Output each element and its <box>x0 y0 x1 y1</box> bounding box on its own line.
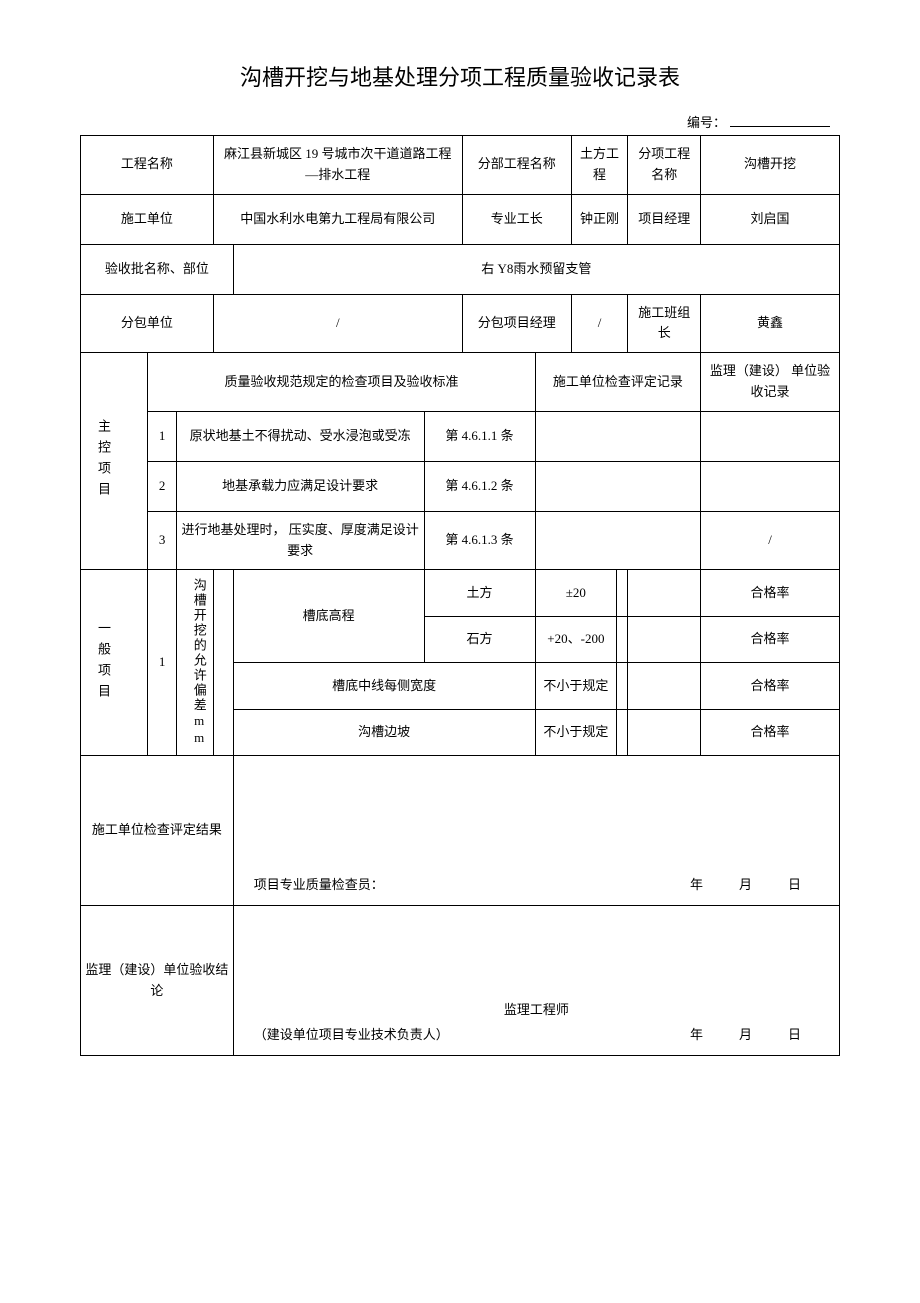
g-tol-1: ±20 <box>535 570 617 617</box>
g-c2-1 <box>628 570 701 617</box>
mc-record-3 <box>535 511 701 570</box>
mc-clause-1: 第 4.6.1.1 条 <box>424 411 535 461</box>
g-item-1: 槽底高程 <box>233 570 424 663</box>
supervision-result-label: 监理（建设）单位验收结论 <box>81 906 234 1056</box>
construction-result-label: 施工单位检查评定结果 <box>81 756 234 906</box>
document-title: 沟槽开挖与地基处理分项工程质量验收记录表 <box>80 60 840 92</box>
mc-clause-3: 第 4.6.1.3 条 <box>424 511 535 570</box>
g-result-4: 合格率 <box>701 709 840 756</box>
mc-desc-2: 地基承载力应满足设计要求 <box>176 461 424 511</box>
g-result-1: 合格率 <box>701 570 840 617</box>
acceptance-batch-label: 验收批名称、部位 <box>81 244 234 294</box>
team-leader-label: 施工班组长 <box>628 294 701 353</box>
pm: 刘启国 <box>701 194 840 244</box>
construction-record-header: 施工单位检查评定记录 <box>535 353 701 412</box>
subitem-label: 分项工程名称 <box>628 136 701 195</box>
general-empty-col <box>213 570 233 756</box>
mc-record-1 <box>535 411 701 461</box>
supervision-result-block: 监理工程师 （建设单位项目专业技术负责人） 年月日 <box>233 906 839 1056</box>
general-no: 1 <box>148 570 176 756</box>
g-tol-3: 不小于规定 <box>535 663 617 710</box>
mc-desc-1: 原状地基土不得扰动、受水浸泡或受冻 <box>176 411 424 461</box>
construction-unit-label: 施工单位 <box>81 194 214 244</box>
subcontract-pm: / <box>571 294 628 353</box>
general-label: 一般项目 <box>81 570 148 756</box>
team-leader: 黄鑫 <box>701 294 840 353</box>
g-sub-2: 石方 <box>424 616 535 663</box>
mc-no-2: 2 <box>148 461 176 511</box>
g-item-4: 沟槽边坡 <box>233 709 535 756</box>
supervision-engineer-label: 监理工程师 <box>504 1002 569 1017</box>
acceptance-batch-value: 右 Y8雨水预留支管 <box>233 244 839 294</box>
mc-clause-2: 第 4.6.1.2 条 <box>424 461 535 511</box>
supervision-engineer-sub: （建设单位项目专业技术负责人） <box>254 1025 449 1046</box>
date-1: 年月日 <box>672 875 819 896</box>
mc-no-3: 3 <box>148 511 176 570</box>
construction-unit: 中国水利水电第九工程局有限公司 <box>213 194 462 244</box>
quality-inspector-label: 项目专业质量检查员： <box>254 875 384 896</box>
g-result-2: 合格率 <box>701 616 840 663</box>
project-name-label: 工程名称 <box>81 136 214 195</box>
g-tol-2: +20、-200 <box>535 616 617 663</box>
g-c2-4 <box>628 709 701 756</box>
foreman: 钟正刚 <box>571 194 628 244</box>
subsection-label: 分部工程名称 <box>462 136 571 195</box>
mc-sup-1 <box>701 411 840 461</box>
g-tol-4: 不小于规定 <box>535 709 617 756</box>
subcontract-pm-label: 分包项目经理 <box>462 294 571 353</box>
mc-sup-3: / <box>701 511 840 570</box>
mc-record-2 <box>535 461 701 511</box>
subsection-value: 土方工程 <box>571 136 628 195</box>
mc-desc-3: 进行地基处理时， 压实度、厚度满足设计要求 <box>176 511 424 570</box>
subitem-value: 沟槽开挖 <box>701 136 840 195</box>
project-name: 麻江县新城区 19 号城市次干道道路工程—排水工程 <box>213 136 462 195</box>
g-c1-4 <box>617 709 628 756</box>
date-2: 年月日 <box>672 1025 819 1046</box>
g-c2-2 <box>628 616 701 663</box>
g-c2-3 <box>628 663 701 710</box>
pm-label: 项目经理 <box>628 194 701 244</box>
g-result-3: 合格率 <box>701 663 840 710</box>
g-c1-3 <box>617 663 628 710</box>
g-item-3: 槽底中线每侧宽度 <box>233 663 535 710</box>
general-category: 沟槽开挖的允许偏差mm <box>176 570 213 756</box>
subcontract-unit: / <box>213 294 462 353</box>
main-control-label: 主控项目 <box>81 353 148 570</box>
mc-no-1: 1 <box>148 411 176 461</box>
construction-result-block: 项目专业质量检查员： 年月日 <box>233 756 839 906</box>
foreman-label: 专业工长 <box>462 194 571 244</box>
inspection-standard-header: 质量验收规范规定的检查项目及验收标准 <box>148 353 535 412</box>
supervision-record-header: 监理（建设） 单位验收记录 <box>701 353 840 412</box>
doc-number-label: 编号： <box>687 115 726 130</box>
mc-sup-2 <box>701 461 840 511</box>
g-sub-1: 土方 <box>424 570 535 617</box>
doc-number: 编号： <box>80 112 840 131</box>
subcontract-unit-label: 分包单位 <box>81 294 214 353</box>
g-c1-2 <box>617 616 628 663</box>
main-table: 工程名称 麻江县新城区 19 号城市次干道道路工程—排水工程 分部工程名称 土方… <box>80 135 840 1056</box>
g-c1-1 <box>617 570 628 617</box>
